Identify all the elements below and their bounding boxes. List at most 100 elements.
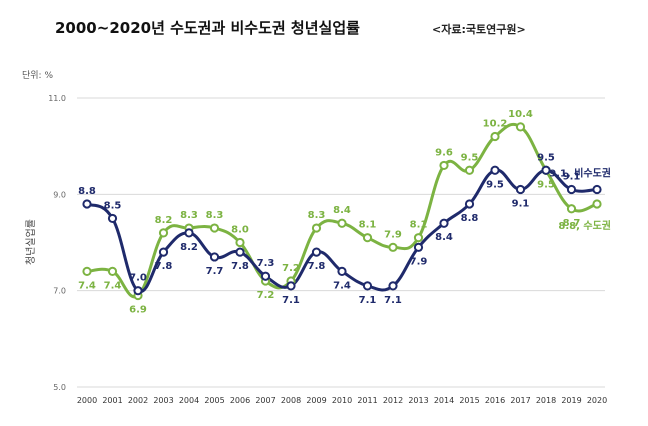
data-point [107,266,118,276]
data-label: 7.7 [206,266,224,277]
unit-label: 단위: % [22,70,53,81]
x-axis-ticks: 2000 2001 2002 2003 2004 2005 2006 2007 2008 2009… [77,396,607,405]
data-point [260,271,271,281]
x-tick-label: 2004 [179,396,199,405]
data-label: 8.4 [333,205,351,216]
chart-source: <자료:국토연구원> [432,22,526,36]
y-tick-label: 7.0 [53,287,66,296]
x-tick-label: 2013 [408,396,428,405]
data-label: 8.1 [410,220,428,231]
data-label: 7.1 [282,295,300,306]
data-point [515,122,526,132]
x-tick-label: 2001 [102,396,122,405]
data-point [592,199,602,209]
data-point [286,281,296,291]
data-label: 9.1 [512,199,530,210]
data-point [311,223,322,233]
data-label: 7.4 [104,280,122,291]
data-label: 7.1 [384,295,402,306]
data-point [235,247,245,257]
data-label: 7.3 [257,258,275,269]
data-label: 8.1 [359,220,377,231]
data-label: 8.7 [563,218,581,229]
data-label: 8.3 [308,210,326,221]
data-label: 9.6 [435,147,453,158]
data-point [439,218,449,228]
data-label: 8.3 [180,210,198,221]
data-point [541,165,551,175]
x-tick-label: 2018 [536,396,556,405]
data-point [235,237,245,248]
data-label: 7.8 [308,261,326,272]
data-point [209,223,220,233]
data-point [464,165,475,175]
data-label: 10.4 [508,109,533,120]
data-point [413,233,424,243]
x-tick-label: 2020 [587,396,607,405]
series-end-label: 8.8, 수도권 [558,220,611,232]
data-label: 8.5 [104,200,122,211]
data-points [82,122,602,301]
data-label: 6.9 [129,304,147,315]
x-tick-label: 2008 [281,396,301,405]
data-label: 7.2 [257,290,275,301]
y-axis-ticks: 5.0 7.0 9.0 11.0 [48,94,66,392]
data-label: 7.9 [410,256,428,267]
data-label: 9.5 [486,179,504,190]
data-label: 8.8 [461,213,479,224]
x-tick-label: 2006 [230,396,250,405]
data-point [184,228,194,238]
data-label: 7.4 [333,280,351,291]
data-label: 7.0 [129,273,147,284]
data-label: 8.3 [206,210,224,221]
x-tick-label: 2007 [255,396,275,405]
data-label: 10.2 [483,119,508,130]
series-end-label: 9.1, 비수도권 [549,167,611,180]
data-point [388,281,398,291]
x-tick-label: 2012 [383,396,403,405]
y-axis-label: 청년실업률 [24,219,37,265]
data-labels: 8.8 8.5 7.0 7.8 8.2 7.7 7.8 7.3 7.1 7.8 7.4 7.1 7.1 7… [78,109,611,316]
x-tick-label: 2009 [306,396,326,405]
data-point [388,242,398,252]
data-point [337,218,347,228]
data-label: 8.4 [435,232,453,243]
x-tick-label: 2016 [485,396,505,405]
data-point [362,233,373,243]
data-point [566,184,577,195]
data-label: 7.1 [359,295,377,306]
grid-lines [77,97,605,388]
x-tick-label: 2010 [332,396,352,405]
data-label: 7.8 [155,261,173,272]
data-point [464,199,475,209]
data-point [439,160,449,171]
data-point [592,184,602,195]
data-point [82,199,92,209]
data-label: 9.5 [537,152,555,163]
data-point [515,184,526,195]
data-label: 8.8 [78,186,96,197]
data-label: 9.5 [537,179,555,190]
x-tick-label: 2000 [77,396,97,405]
data-point [209,252,220,262]
x-tick-label: 2019 [561,396,581,405]
data-label: 7.4 [78,280,96,291]
x-tick-label: 2015 [459,396,479,405]
x-tick-label: 2017 [510,396,530,405]
x-tick-label: 2003 [153,396,173,405]
data-point [158,247,169,257]
data-label: 9.5 [461,152,479,163]
x-tick-label: 2005 [204,396,224,405]
data-point [311,247,322,257]
data-point [133,286,143,296]
x-tick-label: 2014 [434,396,454,405]
x-tick-label: 2002 [128,396,148,405]
y-tick-label: 5.0 [53,383,66,392]
y-tick-label: 11.0 [48,94,66,103]
data-point [490,131,500,142]
data-label: 7.8 [231,261,249,272]
x-tick-label: 2011 [357,396,377,405]
data-point [490,165,500,175]
